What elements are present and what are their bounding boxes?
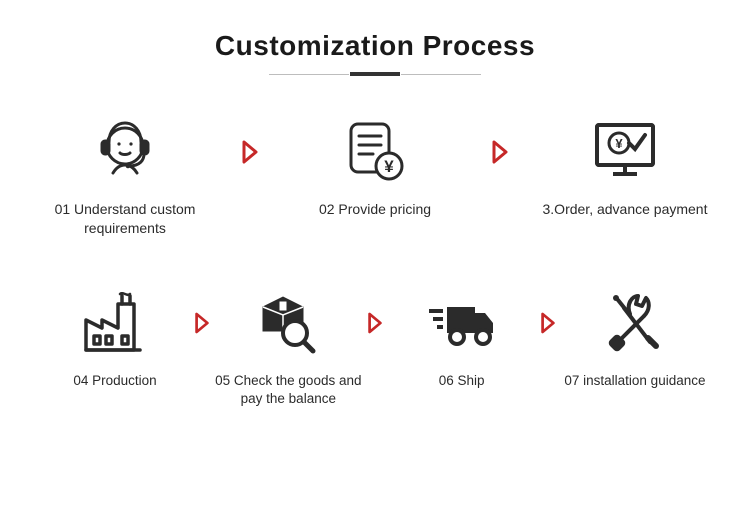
step-04: 04 Production bbox=[40, 288, 190, 390]
step-label: 07 installation guidance bbox=[564, 372, 705, 390]
step-label: 3.Order, advance payment bbox=[543, 200, 708, 219]
headset-person-icon bbox=[92, 116, 158, 186]
arrow-icon bbox=[366, 312, 384, 339]
tools-icon bbox=[604, 288, 666, 358]
arrow-icon bbox=[193, 312, 211, 339]
monitor-payment-icon: ¥ bbox=[589, 116, 661, 186]
arrow-icon bbox=[539, 312, 557, 339]
process-row-1: 01 Understand custom requirements ¥ bbox=[40, 116, 710, 238]
document-price-icon: ¥ bbox=[343, 116, 407, 186]
process-row-2: 04 Production 05 Check the goods bbox=[40, 288, 710, 408]
step-05: 05 Check the goods and pay the balance bbox=[213, 288, 363, 408]
truck-icon bbox=[425, 288, 499, 358]
step-03: ¥ 3.Order, advance payment bbox=[540, 116, 710, 219]
step-label: 05 Check the goods and pay the balance bbox=[213, 372, 363, 408]
title-block: Customization Process bbox=[40, 30, 710, 76]
step-label: 01 Understand custom requirements bbox=[40, 200, 210, 238]
arrow-icon bbox=[490, 140, 510, 169]
step-02: ¥ 02 Provide pricing bbox=[290, 116, 460, 219]
process-rows: 01 Understand custom requirements ¥ bbox=[40, 116, 710, 408]
step-01: 01 Understand custom requirements bbox=[40, 116, 210, 238]
arrow-icon bbox=[240, 140, 260, 169]
svg-text:¥: ¥ bbox=[615, 136, 623, 151]
step-label: 02 Provide pricing bbox=[319, 200, 431, 219]
page-title: Customization Process bbox=[40, 30, 710, 62]
factory-icon bbox=[80, 288, 150, 358]
step-label: 04 Production bbox=[73, 372, 156, 390]
step-07: 07 installation guidance bbox=[560, 288, 710, 390]
step-label: 06 Ship bbox=[439, 372, 485, 390]
step-06: 06 Ship bbox=[387, 288, 537, 390]
box-magnifier-icon bbox=[255, 288, 321, 358]
title-underline bbox=[40, 72, 710, 76]
svg-text:¥: ¥ bbox=[384, 157, 394, 176]
